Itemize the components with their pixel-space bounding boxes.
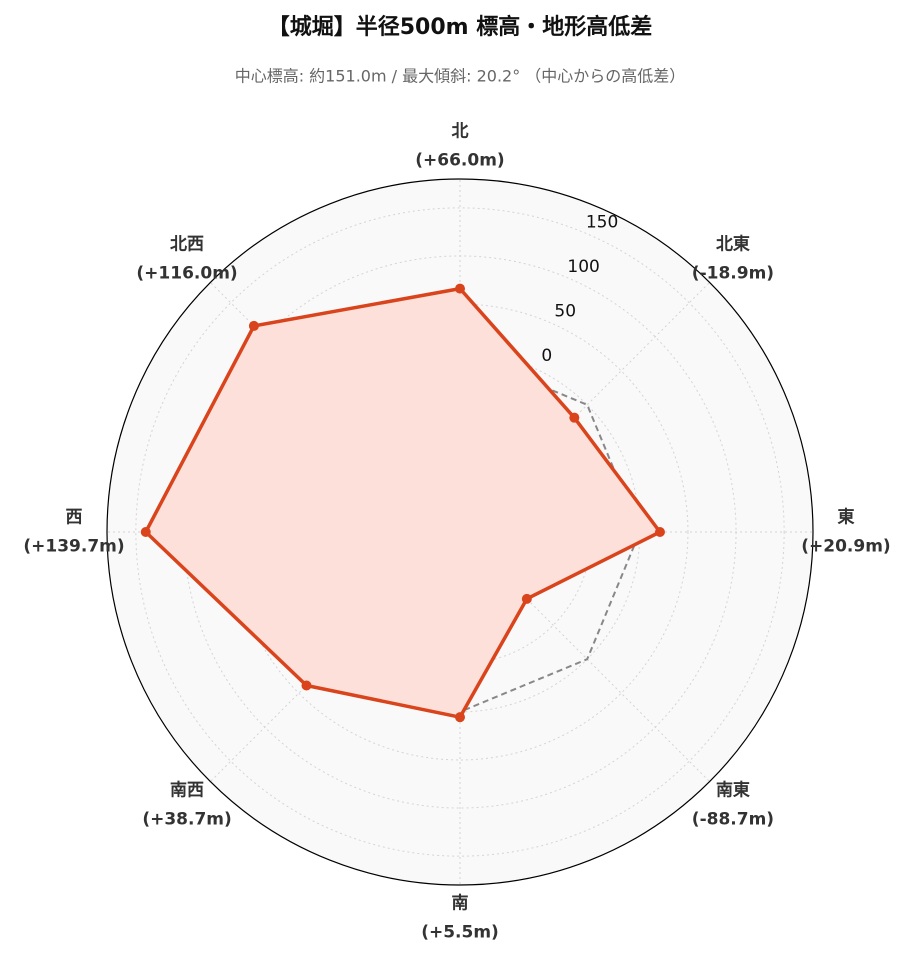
value-label: (+66.0m): [415, 151, 504, 171]
value-label: (+38.7m): [142, 809, 231, 829]
value-label: (+5.5m): [421, 923, 499, 943]
value-label: (+116.0m): [136, 264, 237, 284]
radar-point: [654, 527, 665, 537]
grid-circle: [135, 207, 785, 857]
value-label: (+139.7m): [23, 537, 124, 557]
category-label: 南: [452, 893, 469, 914]
category-label: 北: [452, 122, 469, 142]
radar-point: [521, 593, 532, 604]
radar-point: [569, 412, 580, 423]
r-tick-label: 100: [567, 257, 599, 277]
chart-subtitle: 中心標高: 約151.0m / 最大傾斜: 20.2° （中心からの高低差）: [235, 67, 686, 86]
category-label: 南西: [170, 779, 204, 800]
chart-title: 【城堀】半径500m 標高・地形高低差: [268, 14, 653, 40]
radar-point: [455, 712, 465, 723]
category-label: 北西: [170, 235, 204, 255]
value-label: (-18.9m): [692, 264, 774, 284]
r-tick-label: 150: [586, 213, 618, 233]
radar-point: [248, 320, 259, 331]
radar-point: [301, 680, 312, 691]
spoke: [459, 531, 710, 782]
polar-frame: [106, 178, 814, 886]
category-label: 北東: [716, 234, 750, 255]
spoke: [459, 282, 710, 533]
category-label: 南東: [716, 779, 750, 800]
radar-point: [140, 527, 151, 537]
r-tick-label: 50: [554, 301, 576, 321]
category-label: 東: [838, 507, 855, 528]
r-tick-label: 0: [541, 346, 552, 366]
radar-area: [145, 288, 660, 718]
category-label: 西: [66, 508, 83, 528]
value-label: (-88.7m): [692, 809, 774, 829]
value-label: (+20.9m): [801, 537, 890, 557]
radar-point: [455, 283, 465, 294]
